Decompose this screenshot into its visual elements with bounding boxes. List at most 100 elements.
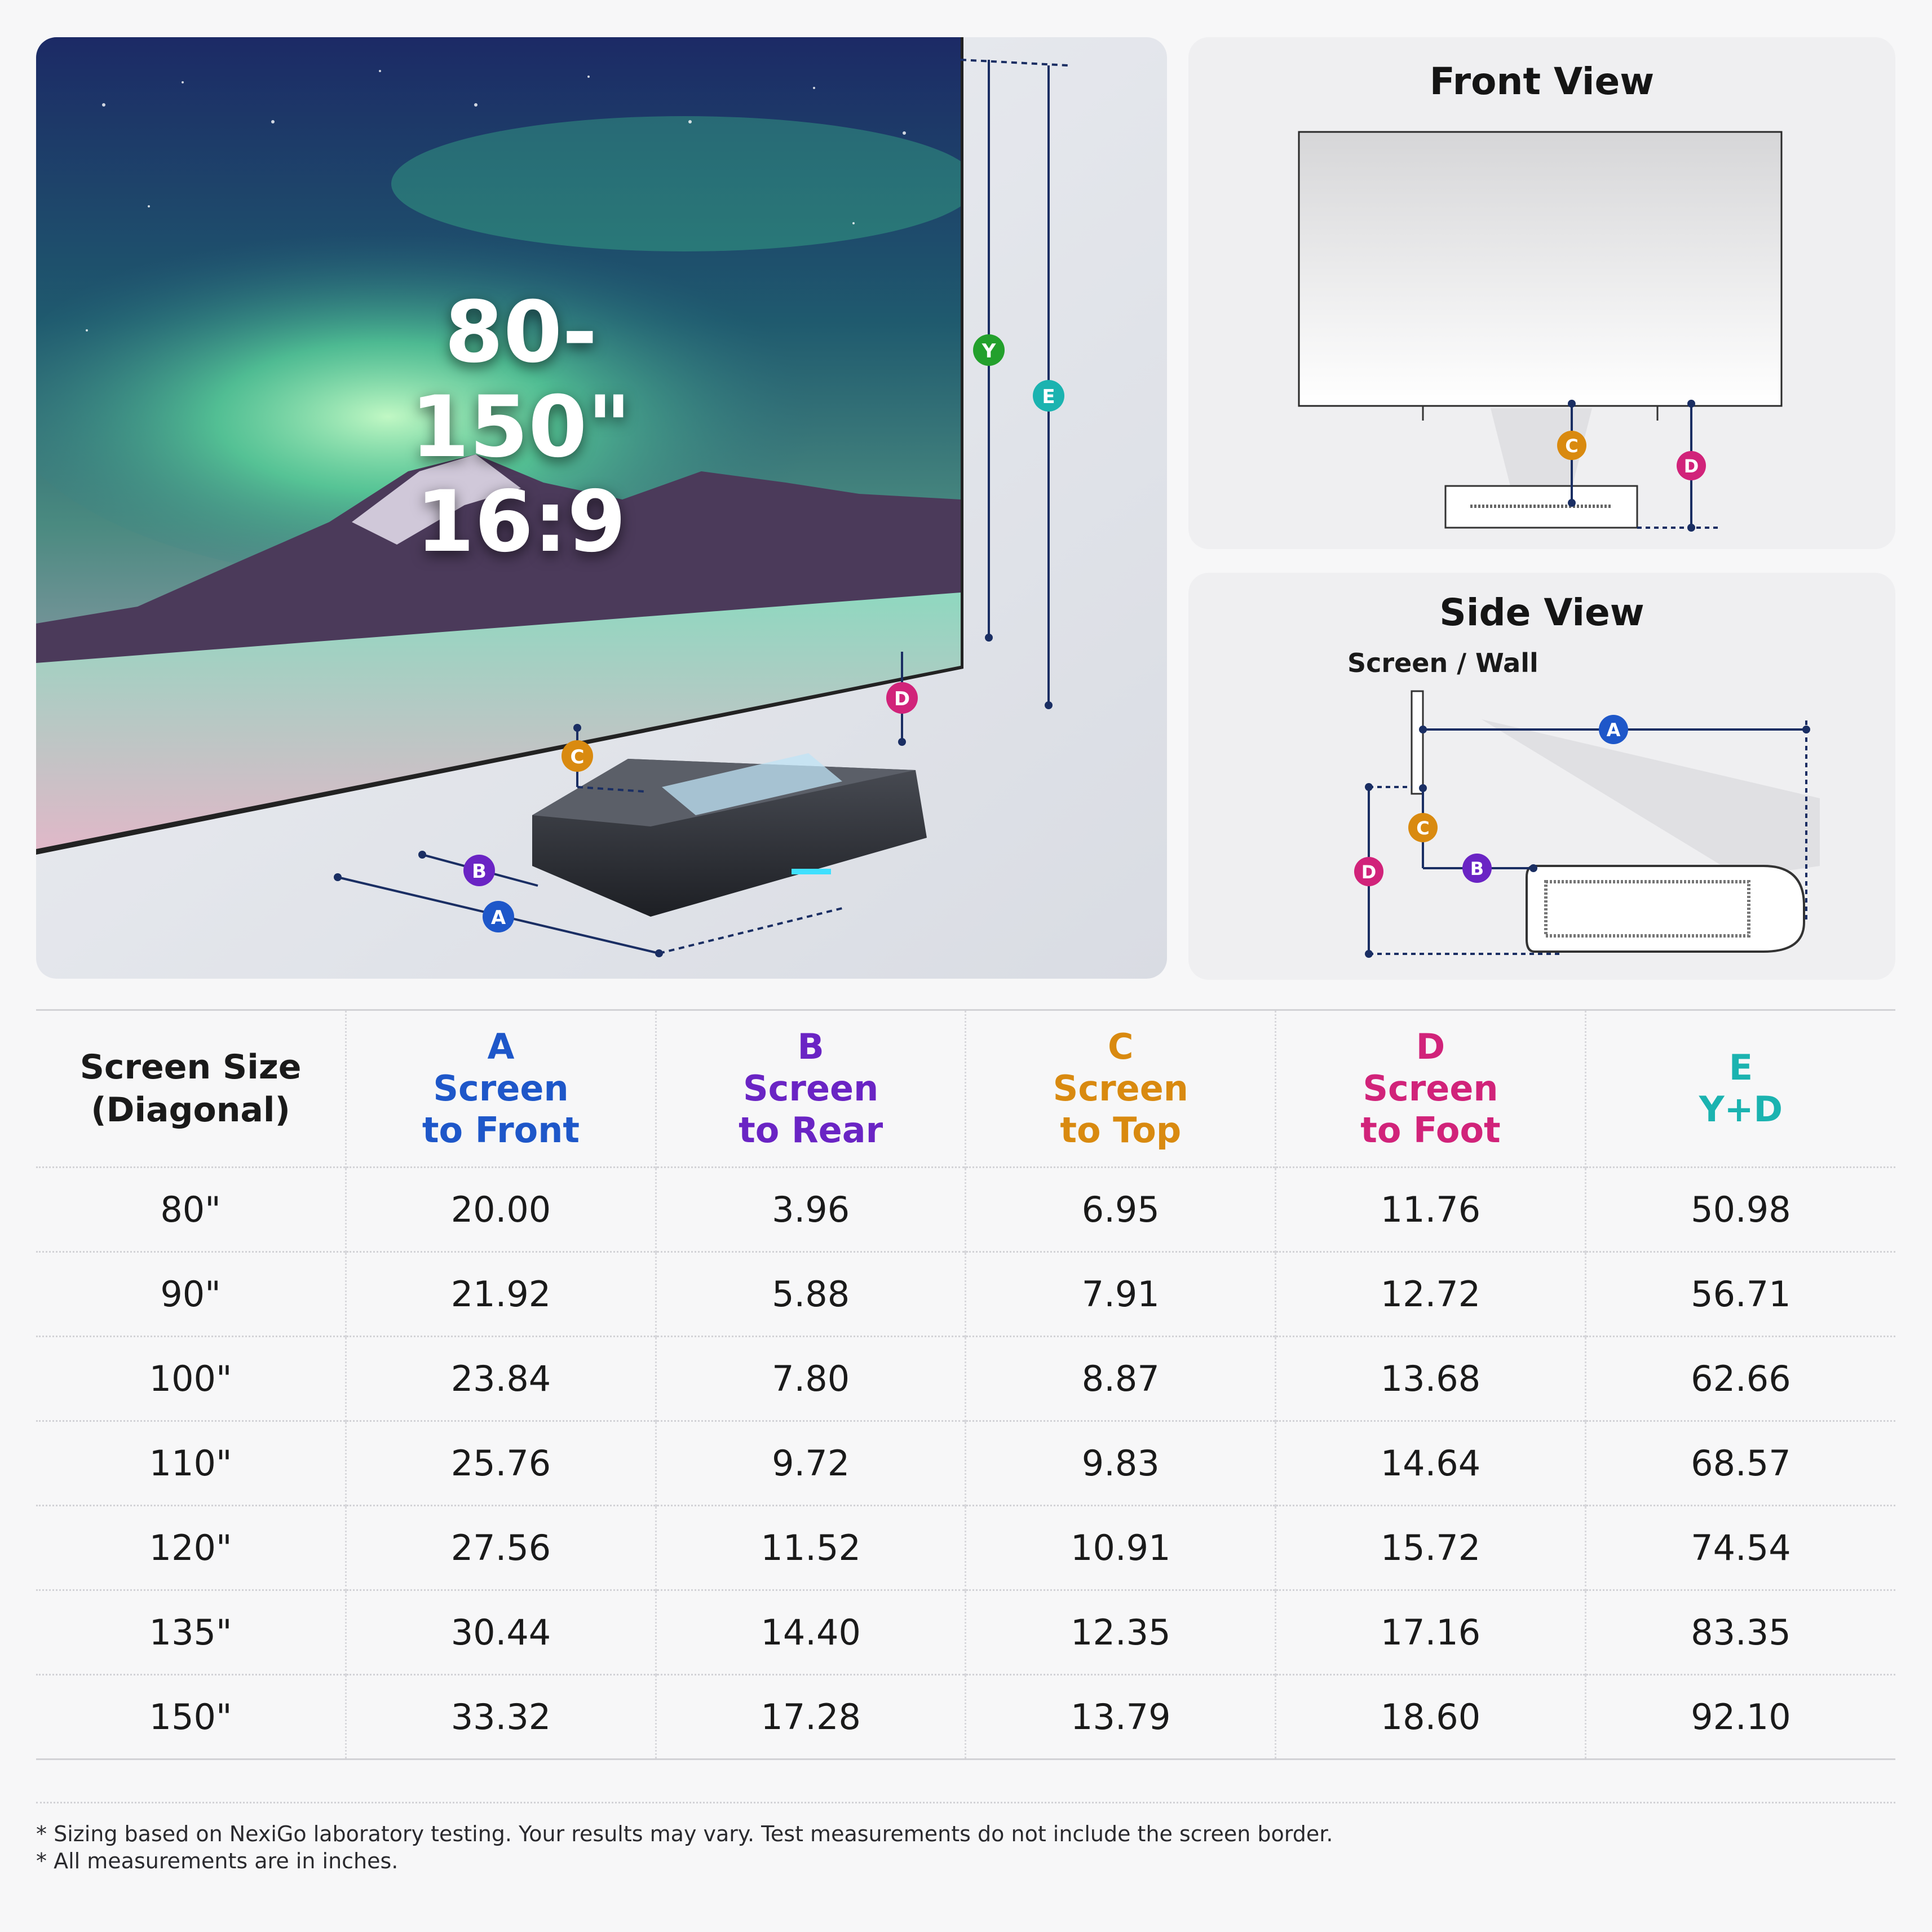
- measurement-table: Screen Size (Diagonal) A Screen to Front…: [36, 1009, 1895, 1760]
- side-view-wall: [1411, 690, 1424, 795]
- cell-e: 50.98: [1691, 1189, 1791, 1230]
- front-view-screen: [1298, 131, 1783, 407]
- hero-marker-c: C: [562, 740, 593, 772]
- cell-screen-size: 135": [36, 1590, 347, 1675]
- header-screen-size: Screen Size (Diagonal): [36, 1010, 347, 1168]
- cell-a: 30.44: [346, 1590, 657, 1675]
- svg-text:B: B: [472, 860, 487, 883]
- hero-marker-d: D: [886, 682, 918, 714]
- screen-size-range: 80-150": [410, 284, 631, 476]
- cell-a: 21.92: [346, 1252, 657, 1337]
- side-view-panel: Side View Screen / Wall A C: [1188, 573, 1895, 980]
- side-marker-a: A: [1599, 715, 1628, 744]
- projector-device: [532, 753, 927, 917]
- cell-c: 7.91: [965, 1252, 1277, 1337]
- cell-d: 11.76: [1275, 1167, 1586, 1252]
- cell-a: 20.00: [346, 1167, 657, 1252]
- cell-b: 17.28: [656, 1674, 967, 1759]
- hero-marker-b: B: [463, 855, 495, 886]
- cell-d: 17.16: [1275, 1590, 1586, 1675]
- svg-text:C: C: [571, 746, 585, 768]
- header-d-screen-to-foot: D Screen to Foot: [1275, 1010, 1586, 1168]
- hero-illustration: Y E D C B A 80-150" 16:9: [36, 37, 1167, 979]
- table-header-row: Screen Size (Diagonal) A Screen to Front…: [36, 1010, 1895, 1168]
- cell-a: 23.84: [346, 1336, 657, 1421]
- table-row: 110" 25.76 9.72 9.83 14.64 68.57: [36, 1421, 1895, 1506]
- svg-text:Y: Y: [982, 340, 996, 362]
- table-row: 100" 23.84 7.80 8.87 13.68 62.66: [36, 1336, 1895, 1421]
- svg-text:A: A: [1607, 719, 1621, 741]
- hero-marker-a: A: [483, 901, 514, 932]
- cell-d: 15.72: [1275, 1505, 1586, 1590]
- tv-screen-image: [36, 37, 961, 849]
- hero-scene: Y E D C B A: [36, 37, 1167, 979]
- side-view-title: Side View: [1439, 591, 1644, 634]
- front-view-projector: [1444, 485, 1638, 529]
- cell-b: 14.40: [656, 1590, 967, 1675]
- svg-text:D: D: [1684, 456, 1699, 477]
- cell-screen-size: 100": [36, 1336, 347, 1421]
- cell-d: 12.72: [1275, 1252, 1586, 1337]
- cell-b: 3.96: [656, 1167, 967, 1252]
- svg-text:C: C: [1416, 817, 1429, 839]
- table-row: 90" 21.92 5.88 7.91 12.72 56.71: [36, 1252, 1895, 1337]
- cell-d: 13.68: [1275, 1336, 1586, 1421]
- cell-c: 10.91: [965, 1505, 1277, 1590]
- front-view-diagram: C D: [1298, 131, 1783, 532]
- side-marker-d: D: [1354, 857, 1383, 886]
- header-c-screen-to-top: C Screen to Top: [965, 1010, 1277, 1168]
- cell-screen-size: 90": [36, 1252, 347, 1337]
- cell-b: 5.88: [656, 1252, 967, 1337]
- svg-text:B: B: [1470, 858, 1484, 879]
- front-view-panel: Front View C D: [1188, 37, 1895, 549]
- hero-size-text: 80-150" 16:9: [335, 285, 707, 569]
- cell-e: 68.57: [1691, 1443, 1791, 1484]
- footnote-testing: * Sizing based on NexiGo laboratory test…: [36, 1822, 1333, 1846]
- cell-b: 7.80: [656, 1336, 967, 1421]
- svg-text:D: D: [894, 688, 910, 710]
- side-marker-b: B: [1462, 854, 1492, 883]
- svg-text:D: D: [1361, 861, 1377, 883]
- cell-c: 8.87: [965, 1336, 1277, 1421]
- cell-e: 62.66: [1691, 1358, 1791, 1399]
- table-row: 120" 27.56 11.52 10.91 15.72 74.54: [36, 1505, 1895, 1590]
- cell-c: 9.83: [965, 1421, 1277, 1506]
- cell-b: 9.72: [656, 1421, 967, 1506]
- footnotes: * Sizing based on NexiGo laboratory test…: [36, 1802, 1895, 1874]
- table-row: 80" 20.00 3.96 6.95 11.76 50.98: [36, 1167, 1895, 1252]
- cell-e: 56.71: [1691, 1274, 1791, 1315]
- table-row: 135" 30.44 14.40 12.35 17.16 83.35: [36, 1590, 1895, 1675]
- side-view-diagram: Screen / Wall A C: [1347, 648, 1820, 958]
- cell-a: 25.76: [346, 1421, 657, 1506]
- front-marker-d: D: [1677, 451, 1706, 480]
- svg-text:E: E: [1042, 386, 1055, 408]
- front-view-title: Front View: [1429, 60, 1655, 103]
- footnote-units: * All measurements are in inches.: [36, 1849, 399, 1873]
- hero-marker-e: E: [1033, 380, 1064, 412]
- header-a-screen-to-front: A Screen to Front: [346, 1010, 657, 1168]
- table-row: 150" 33.32 17.28 13.79 18.60 92.10: [36, 1674, 1895, 1759]
- hero-marker-y: Y: [973, 334, 1005, 366]
- cell-d: 18.60: [1275, 1674, 1586, 1759]
- cell-c: 12.35: [965, 1590, 1277, 1675]
- side-view-projector: [1526, 865, 1805, 953]
- cell-c: 13.79: [965, 1674, 1277, 1759]
- svg-text:C: C: [1565, 435, 1578, 457]
- cell-d: 14.64: [1275, 1421, 1586, 1506]
- cell-e: 83.35: [1691, 1612, 1791, 1653]
- aspect-ratio: 16:9: [415, 473, 626, 571]
- svg-text:A: A: [491, 907, 506, 929]
- cell-c: 6.95: [965, 1167, 1277, 1252]
- cell-screen-size: 80": [36, 1167, 347, 1252]
- cell-b: 11.52: [656, 1505, 967, 1590]
- cell-a: 27.56: [346, 1505, 657, 1590]
- cell-e: 74.54: [1691, 1527, 1791, 1568]
- cell-screen-size: 120": [36, 1505, 347, 1590]
- side-marker-c: C: [1408, 813, 1438, 842]
- cell-screen-size: 110": [36, 1421, 347, 1506]
- front-marker-c: C: [1557, 431, 1586, 460]
- header-b-screen-to-rear: B Screen to Rear: [656, 1010, 967, 1168]
- cell-a: 33.32: [346, 1674, 657, 1759]
- header-e-y-plus-d: E Y+D: [1699, 1047, 1783, 1130]
- cell-screen-size: 150": [36, 1674, 347, 1759]
